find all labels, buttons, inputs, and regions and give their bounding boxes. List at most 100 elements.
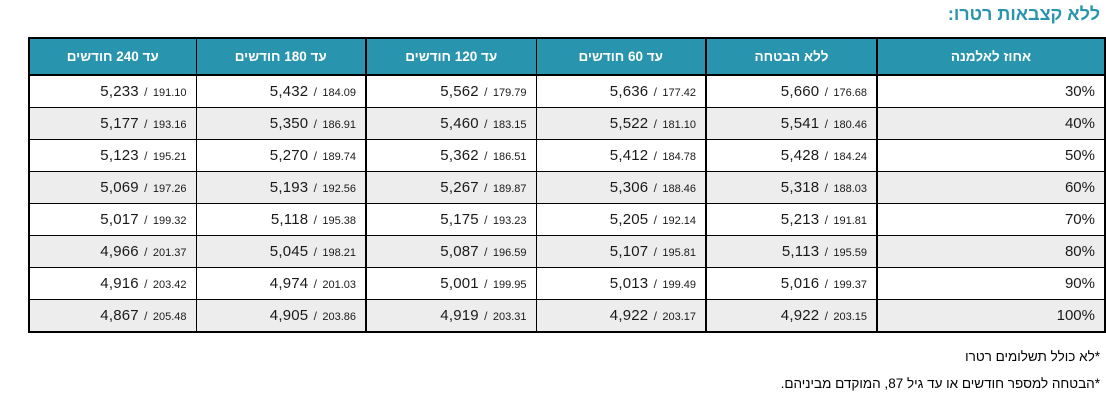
- pension-amount: 5,205: [609, 210, 649, 228]
- value-separator: /: [140, 180, 151, 195]
- pension-amount: 5,660: [780, 82, 820, 100]
- value-separator: /: [821, 148, 832, 163]
- conversion-factor: 203.15: [833, 310, 867, 323]
- conversion-factor: 184.09: [322, 86, 356, 99]
- conversion-factor: 189.87: [492, 182, 527, 195]
- value-separator: /: [140, 84, 151, 99]
- pension-value-cell: 5,213 / 191.81: [705, 203, 878, 236]
- pension-value-cell: 4,867 / 205.48: [28, 299, 197, 333]
- pension-amount: 4,974: [269, 274, 309, 292]
- pension-amount: 4,919: [440, 306, 479, 324]
- conversion-factor: 184.78: [662, 150, 696, 163]
- conversion-factor: 203.42: [152, 278, 187, 291]
- table-header: אחוז לאלמנה ללא הבטחה עד 60 חודשים עד 120 ח…: [28, 37, 1106, 76]
- footnote-retro: *לא כולל תשלומים רטרו: [965, 349, 1100, 364]
- pension-amount: 5,362: [440, 146, 479, 164]
- pension-amount: 4,922: [780, 306, 820, 324]
- value-separator: /: [480, 116, 491, 131]
- pension-value-cell: 4,919 / 203.31: [365, 299, 537, 333]
- column-header: עד 240 חודשים: [28, 37, 197, 76]
- conversion-factor: 193.16: [152, 118, 187, 131]
- conversion-factor: 179.79: [492, 86, 527, 99]
- conversion-factor: 201.37: [152, 246, 187, 259]
- conversion-factor: 191.10: [152, 86, 187, 99]
- pension-amount: 4,922: [609, 306, 649, 324]
- pension-value-cell: 5,233 / 191.10: [28, 74, 197, 108]
- pension-value-cell: 4,966 / 201.37: [28, 235, 197, 268]
- pension-amount: 5,412: [609, 146, 649, 164]
- conversion-factor: 191.81: [833, 214, 867, 227]
- pension-amount: 5,233: [100, 82, 139, 100]
- pension-value-cell: 5,428 / 184.24: [705, 139, 878, 172]
- conversion-factor: 201.03: [322, 278, 356, 291]
- pension-amount: 5,318: [780, 178, 820, 196]
- value-separator: /: [310, 84, 321, 99]
- pension-value-cell: 5,017 / 199.32: [28, 203, 197, 236]
- value-separator: /: [310, 276, 321, 291]
- pension-value-cell: 4,922 / 203.15: [705, 299, 878, 333]
- pension-value-cell: 5,113 / 195.59: [705, 235, 878, 268]
- value-separator: /: [140, 148, 151, 163]
- value-separator: /: [650, 276, 661, 291]
- value-separator: /: [650, 308, 661, 323]
- pension-value-cell: 5,270 / 189.74: [195, 139, 367, 172]
- table-row: 80% 5,113 / 195.59 5,107 / 195.81 5,087 / 1…: [28, 235, 1106, 268]
- conversion-factor: 203.17: [662, 310, 696, 323]
- pension-value-cell: 5,016 / 199.37: [705, 267, 878, 300]
- pension-value-cell: 5,107 / 195.81: [535, 235, 707, 268]
- widow-percent-cell: 40%: [876, 107, 1106, 140]
- value-separator: /: [140, 116, 151, 131]
- value-separator: /: [310, 212, 321, 227]
- pension-amount: 5,306: [609, 178, 649, 196]
- table-row: 50% 5,428 / 184.24 5,412 / 184.78 5,362 / 1…: [28, 139, 1106, 172]
- value-separator: /: [821, 180, 832, 195]
- column-header: עד 180 חודשים: [195, 37, 367, 76]
- pension-amount: 4,905: [269, 306, 309, 324]
- table-body: 30% 5,660 / 176.68 5,636 / 177.42 5,562 / 1…: [28, 74, 1106, 333]
- table-row: 90% 5,016 / 199.37 5,013 / 199.49 5,001 / 1…: [28, 267, 1106, 300]
- widow-percent-cell: 60%: [876, 171, 1106, 204]
- pension-amount: 5,045: [269, 242, 309, 260]
- pension-table: אחוז לאלמנה ללא הבטחה עד 60 חודשים עד 120 ח…: [28, 37, 1106, 333]
- value-separator: /: [480, 276, 491, 291]
- pension-amount: 5,541: [780, 114, 820, 132]
- value-separator: /: [140, 276, 151, 291]
- pension-value-cell: 4,974 / 201.03: [195, 267, 367, 300]
- conversion-factor: 184.24: [833, 150, 867, 163]
- table-row: 30% 5,660 / 176.68 5,636 / 177.42 5,562 / 1…: [28, 74, 1106, 108]
- conversion-factor: 205.48: [152, 310, 187, 323]
- conversion-factor: 188.03: [833, 182, 867, 195]
- value-separator: /: [650, 116, 661, 131]
- pension-amount: 5,123: [100, 146, 139, 164]
- pension-amount: 5,636: [609, 82, 649, 100]
- conversion-factor: 199.49: [662, 278, 696, 291]
- value-separator: /: [650, 148, 661, 163]
- pension-amount: 5,016: [780, 274, 820, 292]
- table-row: 40% 5,541 / 180.46 5,522 / 181.10 5,460 / 1…: [28, 107, 1106, 140]
- conversion-factor: 183.15: [492, 118, 527, 131]
- value-separator: /: [821, 244, 832, 259]
- widow-percent-cell: 80%: [876, 235, 1106, 268]
- pension-value-cell: 5,205 / 192.14: [535, 203, 707, 236]
- pension-amount: 5,350: [269, 114, 309, 132]
- conversion-factor: 196.59: [492, 246, 527, 259]
- pension-value-cell: 4,916 / 203.42: [28, 267, 197, 300]
- page-title: ללא קצבאות רטרו:: [947, 4, 1100, 24]
- conversion-factor: 199.37: [833, 278, 867, 291]
- widow-percent-cell: 50%: [876, 139, 1106, 172]
- value-separator: /: [480, 180, 491, 195]
- pension-value-cell: 4,922 / 203.17: [535, 299, 707, 333]
- pension-value-cell: 5,362 / 186.51: [365, 139, 537, 172]
- conversion-factor: 193.23: [492, 214, 527, 227]
- pension-amount: 5,113: [781, 242, 820, 260]
- widow-percent-cell: 70%: [876, 203, 1106, 236]
- conversion-factor: 186.51: [492, 150, 527, 163]
- pension-value-cell: 5,306 / 188.46: [535, 171, 707, 204]
- pension-amount: 5,107: [609, 242, 649, 260]
- pension-amount: 5,213: [780, 210, 820, 228]
- value-separator: /: [140, 212, 151, 227]
- value-separator: /: [650, 212, 661, 227]
- pension-value-cell: 5,087 / 196.59: [365, 235, 537, 268]
- value-separator: /: [821, 116, 832, 131]
- pension-value-cell: 5,636 / 177.42: [535, 74, 707, 108]
